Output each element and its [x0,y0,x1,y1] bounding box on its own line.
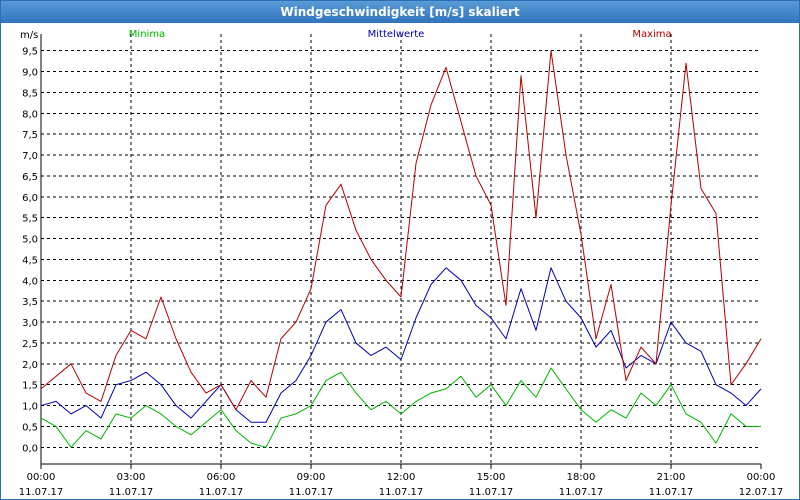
y-tick-label: 9,5 [22,47,38,58]
grid-lines [41,34,761,464]
window-title-bar: Windgeschwindigkeit [m/s] skaliert [1,1,799,23]
x-tick-date: 11.07.17 [469,487,514,498]
y-tick-label: 3,5 [22,297,38,308]
x-tick-time: 18:00 [567,472,596,483]
x-tick-time: 12:00 [387,472,416,483]
x-tick-time: 15:00 [477,472,506,483]
x-tick-time: 09:00 [297,472,326,483]
x-tick-date: 11.07.17 [649,487,694,498]
x-tick-date: 11.07.17 [379,487,424,498]
y-tick-label: 9,0 [22,68,38,79]
x-tick-time: 21:00 [657,472,686,483]
series-line-maxima [40,50,762,411]
y-tick-label: 3,0 [22,318,38,329]
chart-plot: 0,0 0,5 1,0 1,5 2,0 2,5 3,0 3,5 4,0 4,5 5,0 5,5 6,0 6… [19,29,784,498]
x-tick-date: 11.07.17 [199,487,244,498]
legend-label-minima: Minima [129,29,165,40]
y-tick-label: 8,0 [22,109,38,120]
y-tick-label: 6,0 [22,193,38,204]
x-tick-time: 03:00 [117,472,146,483]
chart-labels: 0,0 0,5 1,0 1,5 2,0 2,5 3,0 3,5 4,0 4,5 5,0 5,5 6,0 6… [19,29,784,498]
y-tick-label: 5,5 [22,214,38,225]
y-tick-label: 8,5 [22,88,38,99]
series-line-mittelwerte [40,267,762,423]
y-tick-label: 4,5 [22,255,38,266]
x-tick-time: 00:00 [747,472,776,483]
y-axis-unit-label: m/s [20,30,38,41]
y-tick-label: 1,0 [22,402,38,413]
x-tick-date: 11.07.17 [289,487,334,498]
y-tick-label: 5,0 [22,235,38,246]
x-tick-date: 11.07.17 [559,487,604,498]
y-tick-label: 2,5 [22,339,38,350]
series-line-minima [40,367,761,448]
y-tick-label: 4,0 [22,276,38,287]
y-tick-label: 2,0 [22,360,38,371]
y-tick-label: 0,5 [22,422,38,433]
axes [40,34,762,469]
x-tick-time: 00:00 [27,472,56,483]
legend-label-maxima: Maxima [632,29,671,40]
series-lines [40,50,762,448]
y-tick-label: 0,0 [22,443,38,454]
x-tick-time: 06:00 [207,472,236,483]
y-tick-label: 6,5 [22,172,38,183]
y-tick-label: 1,5 [22,381,38,392]
y-tick-label: 7,0 [22,151,38,162]
y-tick-label: 7,5 [22,130,38,141]
legend-label-mittelwerte: Mittelwerte [368,29,425,40]
x-tick-date: 12.07.17 [739,487,784,498]
x-tick-date: 11.07.17 [109,487,154,498]
x-tick-date: 11.07.17 [19,487,64,498]
